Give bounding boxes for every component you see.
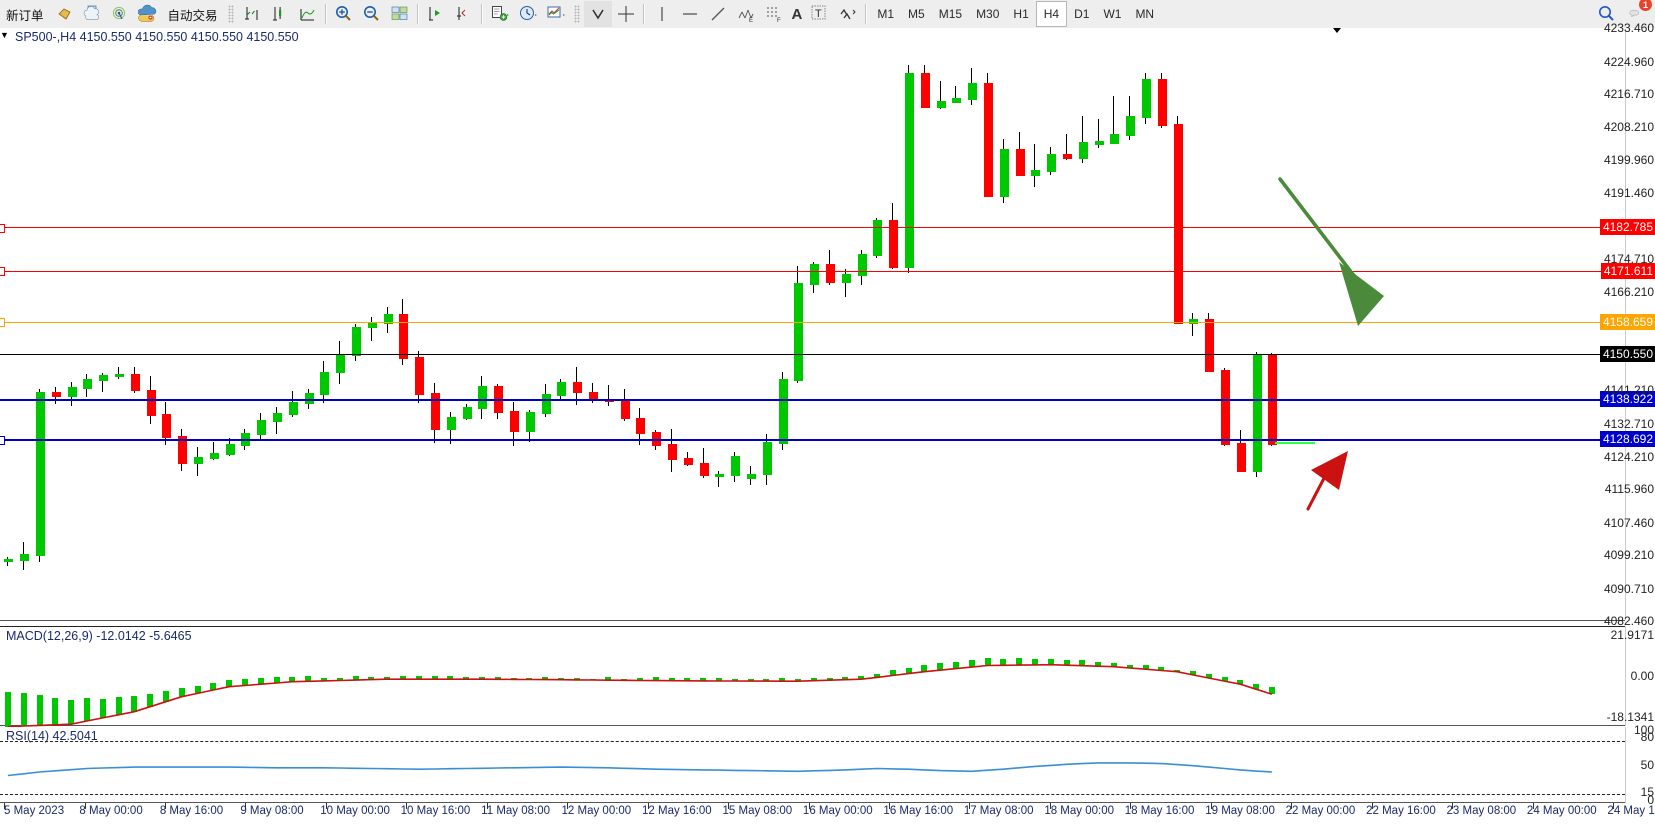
svg-text:F: F [777, 18, 781, 24]
svg-text:E: E [749, 18, 753, 24]
svg-text:T: T [815, 8, 822, 20]
